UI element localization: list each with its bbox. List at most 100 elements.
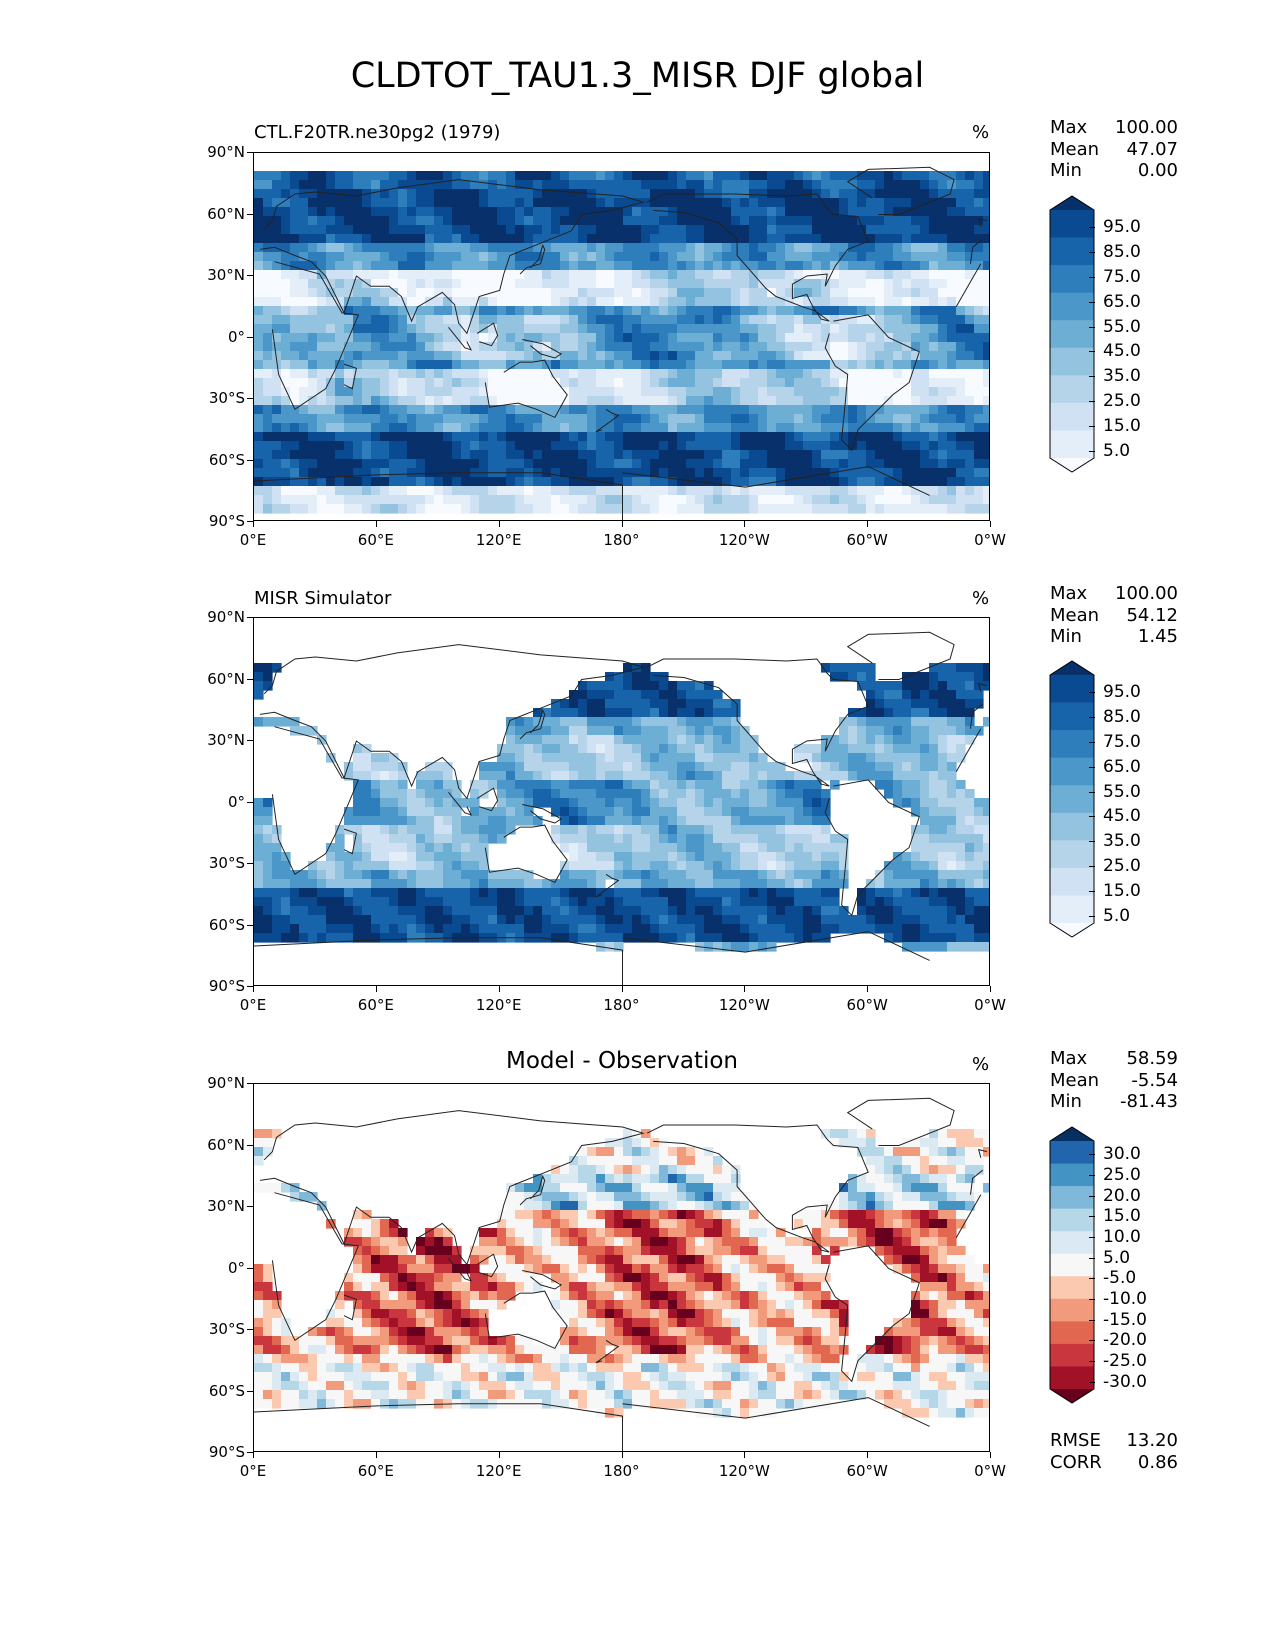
x-tick-mark	[375, 521, 377, 527]
colorbar-label: 65.0	[1103, 756, 1141, 777]
colorbar-label: 55.0	[1103, 781, 1141, 802]
x-tick-label: 60°W	[846, 996, 888, 1014]
x-tick-label: 60°E	[357, 1462, 394, 1480]
colorbar-outline	[1049, 660, 1095, 938]
coastline-segment-3	[646, 193, 869, 322]
coastline-segment-8	[519, 1174, 546, 1206]
colorbar-tick	[1089, 1319, 1095, 1321]
colorbar-segment	[1050, 840, 1094, 869]
y-tick-mark	[247, 1206, 253, 1207]
colorbar-outline	[1049, 195, 1095, 473]
coastline-segment-0	[271, 1192, 360, 1342]
y-tick-mark	[247, 459, 253, 461]
coastline-segment-0	[955, 1194, 982, 1239]
coastline-segment-1	[260, 1110, 645, 1266]
colorbar-segment	[1050, 1186, 1094, 1210]
panel-title: Model - Observation	[505, 1048, 739, 1074]
coastline-segment-12	[595, 408, 620, 433]
colorbar-tick	[1089, 692, 1095, 694]
stats-block: Max 58.59 Mean -5.54 Min -81.43	[1050, 1048, 1178, 1113]
x-tick-label: 60°E	[357, 531, 394, 549]
x-tick-label: 0°W	[974, 1462, 1006, 1480]
colorbar-segment	[1050, 1253, 1094, 1277]
colorbar-segment	[1050, 1298, 1094, 1322]
coastline-segment-11	[522, 1270, 563, 1290]
colorbar-label: -20.0	[1103, 1330, 1147, 1351]
stat-min: Min 0.00	[1050, 160, 1178, 181]
coastline-segment-13	[343, 363, 357, 390]
colorbar-segment	[1050, 1163, 1094, 1187]
colorbar-segment	[1050, 757, 1094, 786]
x-tick-mark	[621, 1452, 623, 1458]
field-cells	[254, 663, 989, 952]
colorbar-label: 15.0	[1103, 1206, 1141, 1227]
coastline-segment-12	[595, 1339, 620, 1364]
colorbar-segment	[1050, 1231, 1094, 1255]
colorbar-label: 75.0	[1103, 267, 1141, 287]
y-tick-mark	[247, 1452, 253, 1453]
colorbar-label: 5.0	[1103, 905, 1131, 926]
x-tick-label: 120°E	[475, 1462, 522, 1480]
coastline-segment-6	[254, 1403, 623, 1451]
error-stats-block: RMSE 13.20 CORR 0.86	[1050, 1430, 1178, 1473]
colorbar-tick	[1089, 841, 1095, 843]
colorbar-extend-bottom	[1050, 458, 1094, 472]
colorbar-label: 45.0	[1103, 806, 1141, 827]
coastline-segment-8	[519, 243, 546, 275]
coastline-segment-5	[846, 1097, 955, 1146]
coastline-segment-9	[448, 326, 472, 351]
colorbar-segment	[1050, 1208, 1094, 1232]
x-tick-label: 0°E	[239, 1462, 267, 1480]
field-cells	[254, 171, 989, 514]
colorbar-tick	[1089, 450, 1095, 452]
panel-difference: Model - Observation % 90°N 60°N 30°N 0° 30°S…	[0, 0, 1275, 1480]
y-tick-mark	[247, 1329, 253, 1330]
colorbar-tick	[1089, 277, 1095, 278]
colorbar-label: 95.0	[1103, 217, 1141, 238]
colorbar-tick	[1089, 1361, 1095, 1362]
colorbar-tick	[1089, 1381, 1095, 1383]
x-tick-label: 180°	[603, 1462, 640, 1480]
y-tick-label: 30°N	[207, 1197, 245, 1215]
x-tick-mark	[990, 521, 991, 527]
y-tick-mark	[247, 398, 253, 399]
colorbar-segment	[1050, 867, 1094, 896]
x-tick-label: 120°E	[475, 996, 522, 1014]
y-tick-mark	[247, 678, 253, 680]
colorbar-label: 25.0	[1103, 391, 1141, 411]
coastline-segment-10	[476, 1253, 499, 1278]
colorbar-label: 5.0	[1103, 1247, 1131, 1268]
colorbar-segment	[1050, 320, 1094, 349]
colorbar-label: 5.0	[1103, 440, 1131, 461]
colorbar-label: -10.0	[1103, 1289, 1147, 1309]
panel-observation: MISR Simulator % 90°N 60°N 30°N 0° 30°S 60°S 9…	[0, 0, 1275, 1014]
colorbar-tick	[1089, 742, 1095, 743]
colorbar-tick	[1089, 1175, 1095, 1176]
y-tick-mark	[247, 1083, 253, 1084]
colorbar-tick	[1089, 1299, 1095, 1300]
y-tick-label: 30°N	[207, 731, 245, 749]
units-label: %	[972, 122, 990, 143]
coastline-segment-6	[622, 466, 930, 496]
colorbar-tick	[1089, 866, 1095, 867]
colorbar-tick	[1089, 1278, 1095, 1280]
colorbar-segment	[1050, 402, 1094, 431]
colorbar-segment	[1050, 1343, 1094, 1367]
x-tick-label: 120°W	[718, 531, 770, 549]
x-tick-label: 0°W	[974, 531, 1006, 549]
colorbar-segment	[1050, 675, 1094, 704]
coastlines	[254, 1097, 988, 1451]
x-tick-mark	[744, 1452, 746, 1458]
x-tick-label: 180°	[603, 996, 640, 1014]
coastline-segment-12	[595, 873, 620, 898]
stat-max: Max 100.00	[1050, 583, 1178, 604]
coastline-segment-5	[846, 631, 955, 680]
colorbar-tick	[1089, 425, 1095, 427]
colorbar-tick	[1089, 227, 1095, 229]
colorbar-label: 30.0	[1103, 1144, 1141, 1165]
colorbar-segment	[1050, 1141, 1094, 1165]
x-tick-mark	[990, 1452, 991, 1458]
coastline-segment-1	[970, 703, 984, 729]
coastline-segment-1	[260, 644, 645, 800]
colorbar-tick	[1089, 791, 1095, 793]
